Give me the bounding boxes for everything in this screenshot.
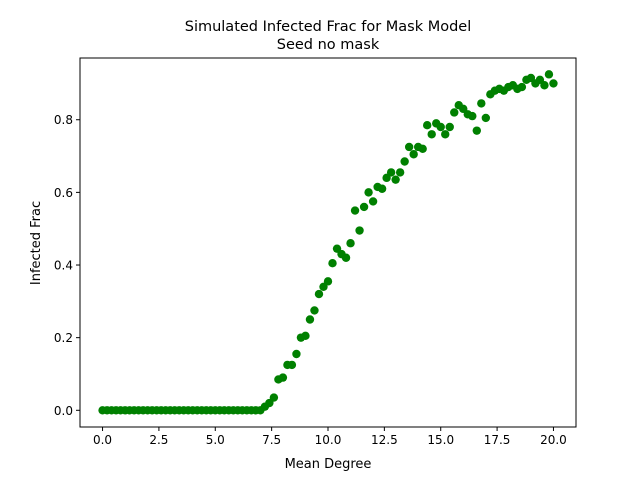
- data-point: [418, 144, 427, 153]
- data-point: [278, 373, 288, 382]
- data-point: [391, 175, 400, 184]
- data-point: [400, 157, 409, 166]
- data-point: [441, 130, 450, 139]
- data-point: [445, 122, 454, 132]
- x-tick-label: 15.0: [427, 433, 454, 447]
- y-axis-label: Infected Frac: [29, 201, 44, 285]
- x-tick-label: 0.0: [93, 433, 112, 447]
- data-point: [292, 349, 301, 359]
- x-tick-label: 5.0: [206, 433, 225, 447]
- data-point: [472, 126, 481, 135]
- data-point: [350, 206, 360, 215]
- x-tick-label: 20.0: [540, 433, 567, 447]
- data-point: [386, 168, 396, 177]
- x-axis-ticks: 0.0 2.5 5.0 7.5 10.0 12.5 15.0 17.5 20.0: [93, 427, 567, 447]
- chart-subtitle: Seed no mask: [277, 37, 380, 53]
- data-point: [540, 81, 549, 90]
- plot-frame: [79, 57, 577, 428]
- chart-title: Simulated Infected Frac for Mask Model: [185, 19, 472, 35]
- data-point: [468, 111, 477, 121]
- data-point: [323, 277, 333, 286]
- data-point: [436, 122, 445, 132]
- x-tick-label: 10.0: [315, 433, 342, 447]
- data-point: [359, 202, 369, 212]
- data-point: [544, 70, 554, 79]
- y-tick-label: 0.0: [54, 404, 73, 418]
- y-tick-label: 0.2: [54, 331, 73, 345]
- data-point: [450, 108, 459, 117]
- plot-area: [98, 70, 558, 415]
- data-point: [427, 130, 436, 139]
- y-axis-ticks: 0.0 0.2 0.4 0.6 0.8: [54, 113, 80, 418]
- data-point: [404, 142, 414, 152]
- data-point: [305, 315, 315, 324]
- data-point: [549, 79, 558, 88]
- x-tick-label: 12.5: [371, 433, 398, 447]
- data-point: [355, 226, 364, 235]
- x-axis-label: Mean Degree: [285, 457, 372, 472]
- data-point: [481, 113, 491, 123]
- x-tick-label: 17.5: [484, 433, 511, 447]
- data-point: [346, 239, 355, 248]
- data-point: [314, 289, 324, 299]
- data-point: [269, 393, 279, 402]
- y-tick-label: 0.6: [54, 186, 73, 200]
- data-point: [328, 259, 337, 268]
- x-tick-label: 7.5: [262, 433, 281, 447]
- data-point: [409, 150, 418, 159]
- data-point: [368, 197, 378, 206]
- y-tick-label: 0.8: [54, 113, 73, 127]
- x-tick-label: 2.5: [149, 433, 168, 447]
- data-point: [377, 184, 387, 193]
- data-point: [310, 306, 319, 315]
- data-point: [364, 188, 373, 197]
- data-point: [395, 168, 405, 177]
- data-point: [341, 253, 351, 262]
- data-point: [301, 331, 310, 341]
- y-tick-label: 0.4: [54, 259, 73, 273]
- data-point: [423, 120, 432, 130]
- data-point: [477, 99, 486, 108]
- data-point: [517, 82, 527, 92]
- data-point: [287, 360, 297, 370]
